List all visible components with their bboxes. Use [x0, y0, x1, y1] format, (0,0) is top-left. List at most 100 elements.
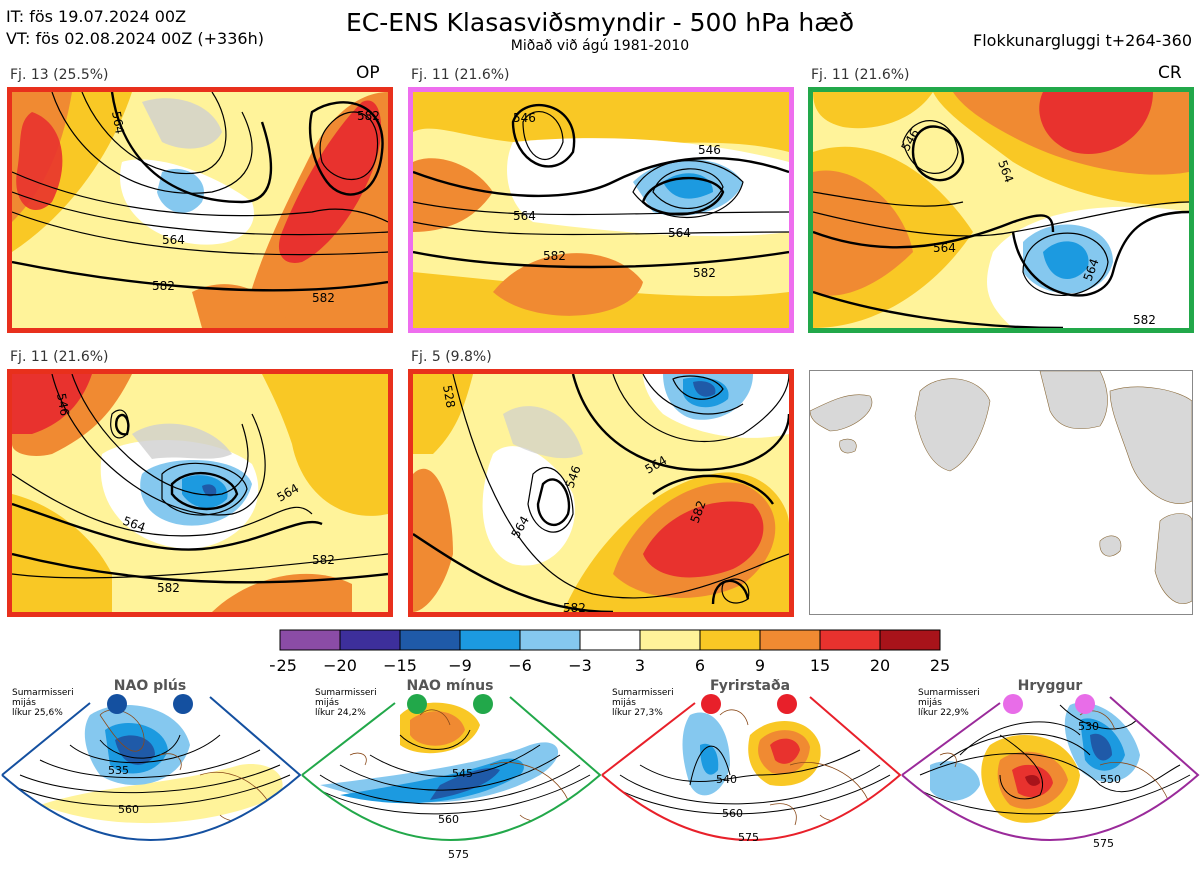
colorbar-tick: −20	[323, 656, 357, 675]
regime-nao-plus: 535 560 NAO plús Sumarmisseri mijás líku…	[1, 678, 302, 841]
window-label: Flokkunargluggi t+264-360	[973, 31, 1192, 50]
colorbar-tick: −3	[568, 656, 592, 675]
regime-title: NAO plús	[114, 678, 186, 694]
contour-label: 546	[513, 111, 536, 125]
regime-blocking: 540 560 575 Fyrirstaða Sumarmisseri mijá…	[601, 678, 902, 844]
contour-label: 546	[54, 392, 72, 417]
contour-label: 560	[118, 803, 139, 816]
regime-marker	[407, 694, 427, 714]
colorbar-tick: −15	[383, 656, 417, 675]
regime-marker	[473, 694, 493, 714]
contour-label: 582	[563, 601, 586, 612]
regime-title: NAO mínus	[407, 678, 494, 694]
panel-5-label: Fj. 5 (9.8%)	[411, 349, 492, 365]
regime-row: 535 560 NAO plús Sumarmisseri mijás líku…	[1, 678, 1200, 861]
panel-3-label: Fj. 11 (21.6%)	[811, 67, 910, 83]
panel-4-label: Fj. 11 (21.6%)	[10, 349, 109, 365]
regime-note: Sumarmisseri	[612, 688, 674, 698]
regime-note: líkur 24,2%	[315, 708, 366, 718]
regime-note: Sumarmisseri	[315, 688, 377, 698]
colorbar-segment	[699, 629, 761, 651]
colorbar-tick: 9	[755, 656, 765, 675]
contour-label: 582	[152, 279, 175, 293]
regime-note: Sumarmisseri	[12, 688, 74, 698]
contour-label: 575	[738, 831, 759, 844]
regime-note: mijás	[315, 698, 339, 708]
colorbar-segment	[819, 629, 881, 651]
contour-label: 564	[162, 233, 185, 247]
colorbar-tick: −25	[270, 656, 297, 675]
contour-label: 582	[312, 553, 335, 567]
contour-label: 582	[693, 266, 716, 280]
contour-label: 582	[1133, 313, 1156, 327]
cluster-panel-5: 528 546 564 564 582 582	[408, 369, 794, 617]
colorbar-segment	[519, 629, 581, 651]
contour-label: 582	[157, 581, 180, 595]
contour-label: 575	[448, 848, 469, 861]
regime-marker	[173, 694, 193, 714]
colorbar-tick: 20	[870, 656, 890, 675]
contour-label: 564	[513, 209, 536, 223]
regime-marker	[107, 694, 127, 714]
regime-note: mijás	[612, 698, 636, 708]
contour-label: 575	[1093, 837, 1114, 850]
contour-label: 535	[108, 764, 129, 777]
contour-label: 530	[1078, 720, 1099, 733]
basemap-panel	[809, 370, 1193, 615]
contour-label: 545	[452, 767, 473, 780]
colorbar-segment	[639, 629, 701, 651]
colorbar-segment	[879, 629, 941, 651]
contour-label: 564	[109, 110, 127, 135]
contour-label: 528	[440, 384, 458, 409]
initial-time: IT: fös 19.07.2024 00Z	[6, 7, 187, 26]
contour-label: 582	[543, 249, 566, 263]
colorbar-segment	[399, 629, 461, 651]
colorbar: −25 −20 −15 −9 −6 −3 3 6 9 15 20 25	[270, 629, 950, 675]
regime-note: mijás	[918, 698, 942, 708]
colorbar-tick: −9	[448, 656, 472, 675]
colorbar-tick: −6	[508, 656, 532, 675]
contour-label: 540	[716, 773, 737, 786]
regime-note: líkur 22,9%	[918, 708, 969, 718]
cluster-panel-3: 546 564 564 564 582	[808, 87, 1194, 333]
contour-label: 560	[438, 813, 459, 826]
colorbar-tick: 3	[635, 656, 645, 675]
regime-title: Fyrirstaða	[710, 678, 790, 694]
panel-2-label: Fj. 11 (21.6%)	[411, 67, 510, 83]
colorbar-segment	[459, 629, 521, 651]
regime-note: líkur 27,3%	[612, 708, 663, 718]
contour-label: 564	[933, 241, 956, 255]
contour-label: 550	[1100, 773, 1121, 786]
contour-label: 560	[722, 807, 743, 820]
panel-1-label: Fj. 13 (25.5%)	[10, 67, 109, 83]
regime-marker	[777, 694, 797, 714]
regime-nao-minus: 545 560 575 NAO mínus Sumarmisseri mijás…	[301, 678, 602, 861]
colorbar-segment	[759, 629, 821, 651]
regime-title: Hryggur	[1018, 678, 1083, 694]
regime-note: mijás	[12, 698, 36, 708]
colorbar-tick: 15	[810, 656, 830, 675]
regime-ridge: 530 550 575 Hryggur Sumarmisseri mijás l…	[901, 678, 1200, 850]
colorbar-segment	[279, 629, 341, 651]
colorbar-segment	[579, 629, 641, 651]
colorbar-tick: 6	[695, 656, 705, 675]
regime-marker	[1075, 694, 1095, 714]
contour-label: 582	[357, 109, 380, 123]
contour-label: 582	[312, 291, 335, 305]
panel-3-tag: CR	[1158, 63, 1182, 83]
contour-label: 564	[668, 226, 691, 240]
chart-subtitle: Miðað við ágú 1981-2010	[510, 38, 690, 54]
regime-note: líkur 25,6%	[12, 708, 63, 718]
colorbar-segment	[339, 629, 401, 651]
chart-title: EC-ENS Klasasviðsmyndir - 500 hPa hæð	[345, 8, 855, 37]
cluster-panel-4: 546 564 564 582 582	[7, 369, 393, 617]
header-center: EC-ENS Klasasviðsmyndir - 500 hPa hæð Mi…	[0, 8, 1200, 54]
regime-note: Sumarmisseri	[918, 688, 980, 698]
header-left: IT: fös 19.07.2024 00Z VT: fös 02.08.202…	[6, 6, 264, 50]
cluster-panel-2: 546 546 564 564 582 582	[408, 87, 794, 333]
regime-marker	[1003, 694, 1023, 714]
colorbar-tick: 25	[930, 656, 950, 675]
valid-time: VT: fös 02.08.2024 00Z (+336h)	[6, 29, 264, 48]
cluster-panel-1: 564 564 582 582 582	[7, 87, 393, 333]
contour-label: 546	[698, 143, 721, 157]
